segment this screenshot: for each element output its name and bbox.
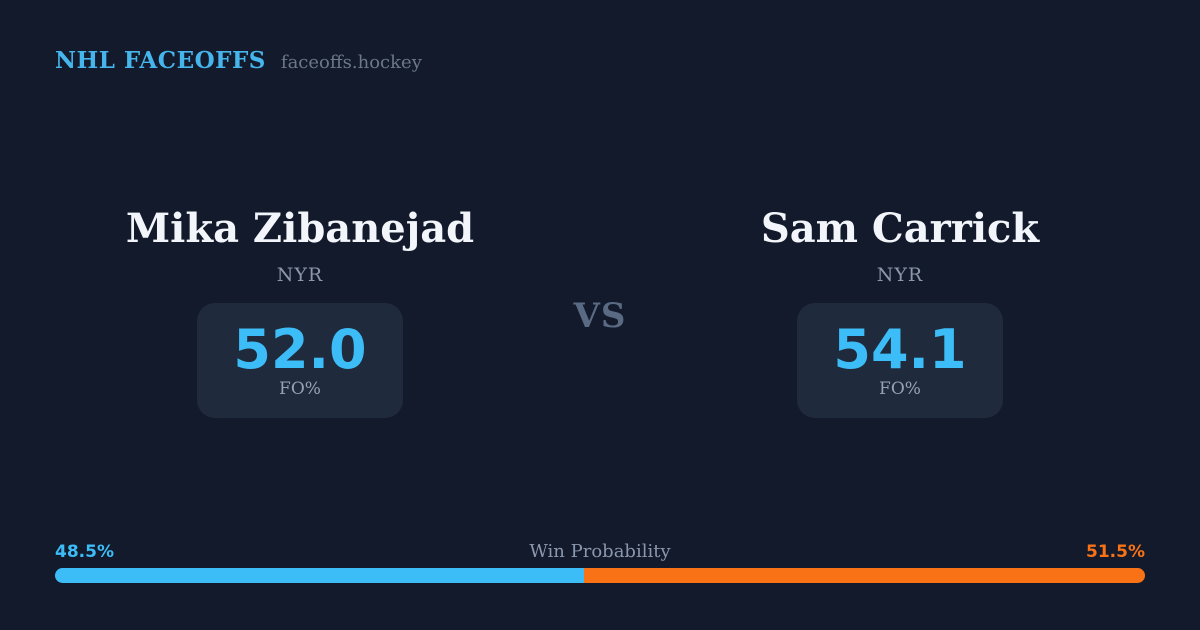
stat-label-left: FO% (279, 379, 321, 399)
stat-value-left: 52.0 (233, 318, 367, 381)
win-probability-left-value: 48.5% (55, 542, 114, 562)
player-team-left: NYR (276, 264, 324, 286)
win-probability-bar-left-segment (55, 568, 584, 583)
stat-card-left: 52.0 FO% (197, 303, 403, 418)
player-name-right: Sam Carrick (760, 205, 1040, 252)
win-probability-labels: Win Probability 48.5% 51.5% (55, 541, 1145, 563)
player-team-right: NYR (876, 264, 924, 286)
stat-card-right: 54.1 FO% (797, 303, 1003, 418)
header: NHL FACEOFFS faceoffs.hockey (55, 47, 422, 74)
site-url: faceoffs.hockey (280, 52, 422, 73)
win-probability-right-value: 51.5% (1086, 542, 1145, 562)
player-card-right: Sam Carrick NYR 54.1 FO% (700, 205, 1100, 418)
player-card-left: Mika Zibanejad NYR 52.0 FO% (100, 205, 500, 418)
brand-title: NHL FACEOFFS (55, 47, 266, 74)
player-name-left: Mika Zibanejad (125, 205, 475, 252)
stat-label-right: FO% (879, 379, 921, 399)
win-probability-bar-right-segment (583, 568, 1145, 583)
vs-label: VS (573, 296, 627, 336)
stat-value-right: 54.1 (833, 318, 967, 381)
win-probability-bar (55, 568, 1145, 583)
win-probability-title: Win Probability (529, 541, 671, 562)
